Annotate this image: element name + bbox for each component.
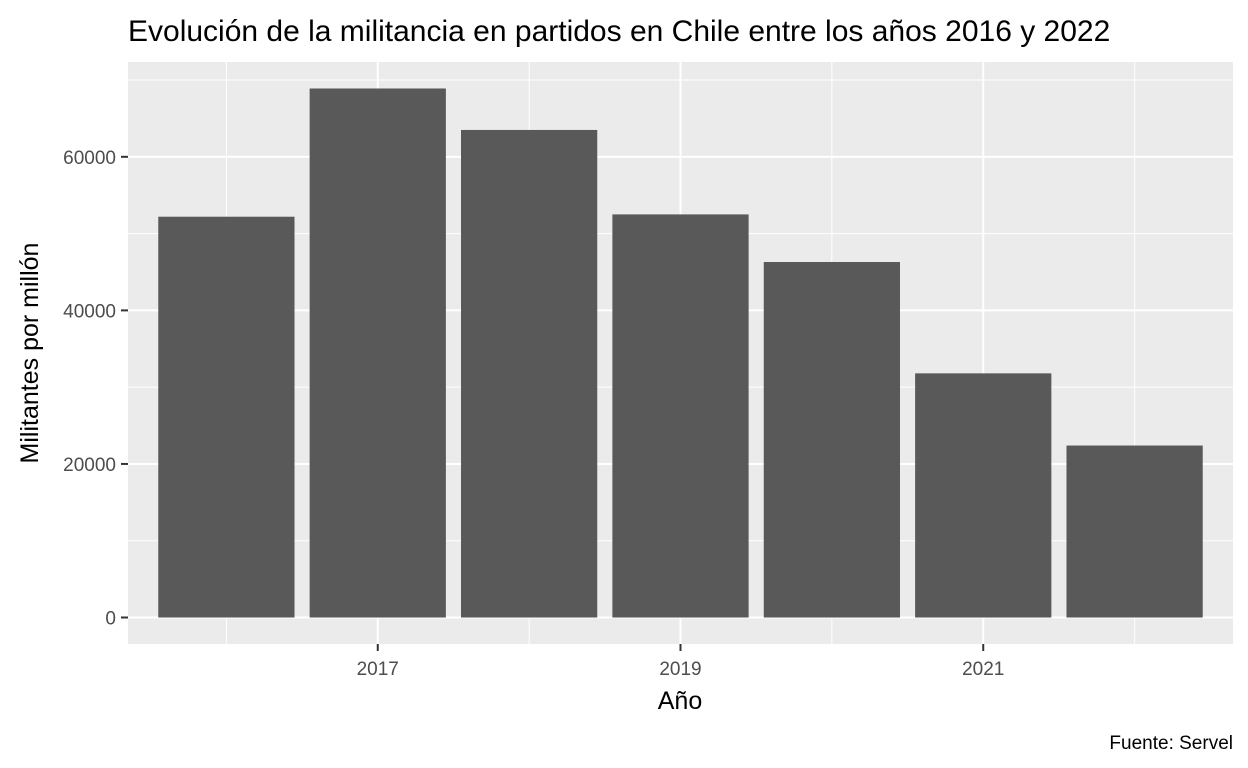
bar-2021: [915, 373, 1052, 618]
bars: [158, 88, 1203, 618]
x-tick-label: 2017: [357, 659, 399, 680]
x-axis: 2017 2019 2021: [357, 644, 1004, 680]
bar-2016: [158, 216, 295, 618]
y-tick-label: 0: [105, 609, 116, 630]
y-tick-label: 60000: [63, 148, 116, 169]
bar-2018: [461, 129, 598, 618]
x-axis-title: Año: [658, 687, 702, 715]
bar-2020: [763, 262, 900, 618]
y-tick-label: 40000: [63, 301, 116, 322]
y-axis: 0 20000 40000 60000: [63, 148, 128, 630]
bar-2019: [612, 214, 749, 618]
y-tick-label: 20000: [63, 455, 116, 476]
x-tick-label: 2021: [962, 659, 1004, 680]
chart-title: Evolución de la militancia en partidos e…: [128, 15, 1110, 48]
bar-2017: [309, 88, 446, 618]
y-axis-title: Militantes por millón: [16, 243, 44, 464]
chart-caption: Fuente: Servel: [1109, 733, 1233, 754]
x-tick-label: 2019: [659, 659, 701, 680]
bar-2022: [1066, 445, 1203, 618]
